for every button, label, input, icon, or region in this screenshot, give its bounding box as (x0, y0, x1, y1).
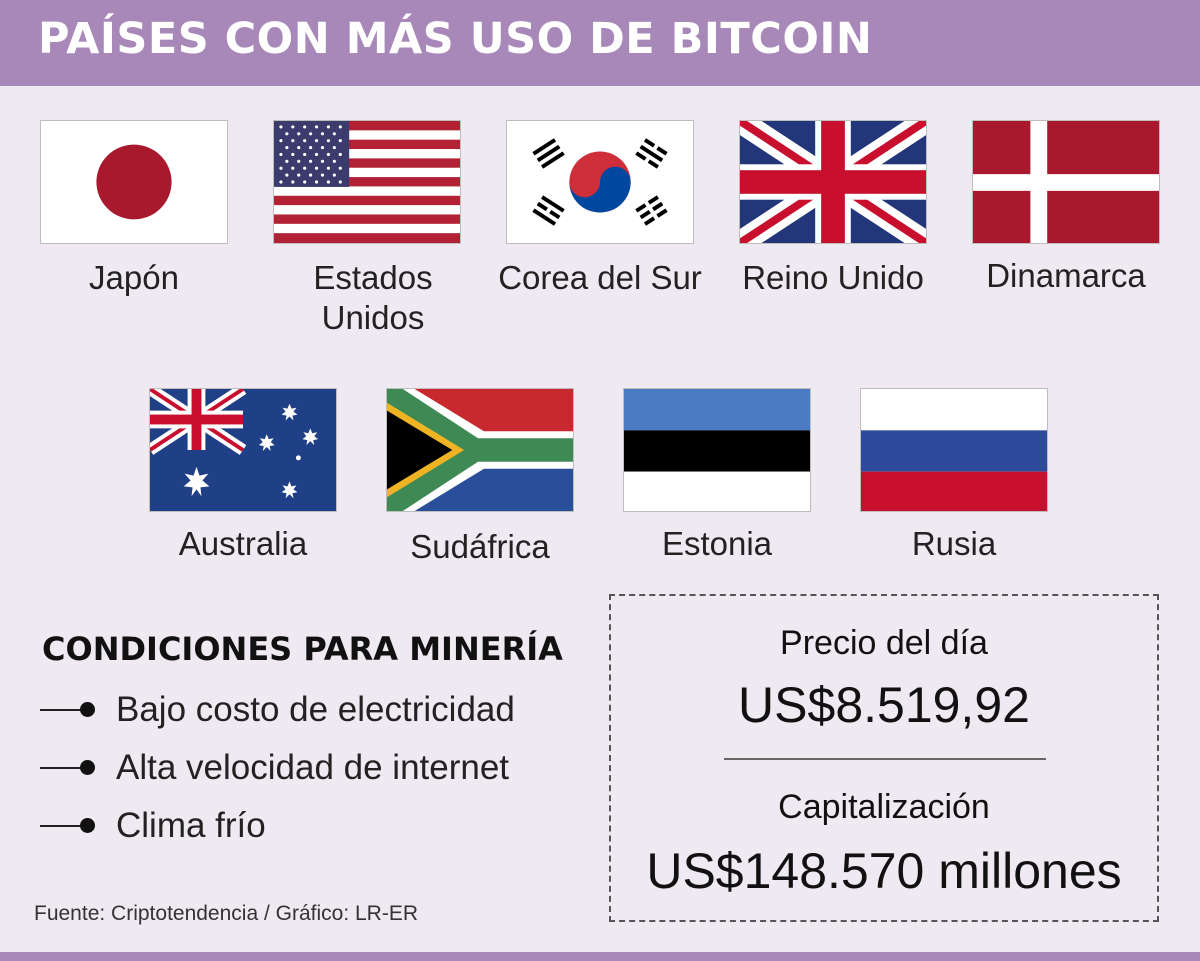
south-africa-flag-icon (386, 388, 574, 512)
bullet-icon (40, 806, 102, 846)
estonia-flag-icon (623, 388, 811, 512)
header-bar: PAÍSES CON MÁS USO DE BITCOIN (0, 0, 1200, 86)
condition-item: Bajo costo de electricidad (40, 690, 515, 730)
country-label-rusia: Rusia (911, 525, 997, 562)
bottom-bar (0, 952, 1200, 961)
bullet-icon (40, 748, 102, 788)
country-label-line2: Unidos (321, 299, 425, 336)
country-label-estados-unidos: Estados Unidos (273, 258, 473, 338)
country-label-estonia: Estonia (661, 525, 773, 562)
country-label-japon: Japón (89, 259, 179, 296)
south-korea-flag-icon (506, 120, 694, 244)
condition-item: Clima frío (40, 806, 266, 846)
denmark-flag-icon (972, 120, 1160, 244)
country-label-sudafrica: Sudáfrica (410, 528, 550, 565)
country-label-line1: Estados (313, 259, 433, 296)
australia-flag-icon (149, 388, 337, 512)
japan-flag-icon (40, 120, 228, 244)
price-value: US$8.519,92 (738, 677, 1030, 733)
source-credit: Fuente: Criptotendencia / Gráfico: LR-ER (34, 902, 419, 925)
bullet-icon (40, 690, 102, 730)
country-label-dinamarca: Dinamarca (986, 257, 1146, 294)
price-label: Precio del día (780, 624, 988, 662)
condition-text: Alta velocidad de internet (116, 748, 510, 787)
capitalization-label: Capitalización (778, 788, 990, 826)
page-title: PAÍSES CON MÁS USO DE BITCOIN (38, 14, 873, 64)
condition-text: Bajo costo de electricidad (116, 690, 515, 729)
country-label-australia: Australia (178, 525, 308, 562)
country-label-corea-del-sur: Corea del Sur (498, 259, 702, 296)
conditions-title: CONDICIONES PARA MINERÍA (42, 630, 563, 668)
condition-text: Clima frío (116, 806, 266, 845)
country-label-reino-unido: Reino Unido (742, 259, 924, 296)
uk-flag-icon (739, 120, 927, 244)
divider (724, 758, 1046, 760)
condition-item: Alta velocidad de internet (40, 748, 509, 788)
capitalization-value: US$148.570 millones (646, 843, 1122, 899)
russia-flag-icon (860, 388, 1048, 512)
usa-flag-icon (273, 120, 461, 244)
price-box: Precio del día US$8.519,92 Capitalizació… (609, 594, 1159, 922)
